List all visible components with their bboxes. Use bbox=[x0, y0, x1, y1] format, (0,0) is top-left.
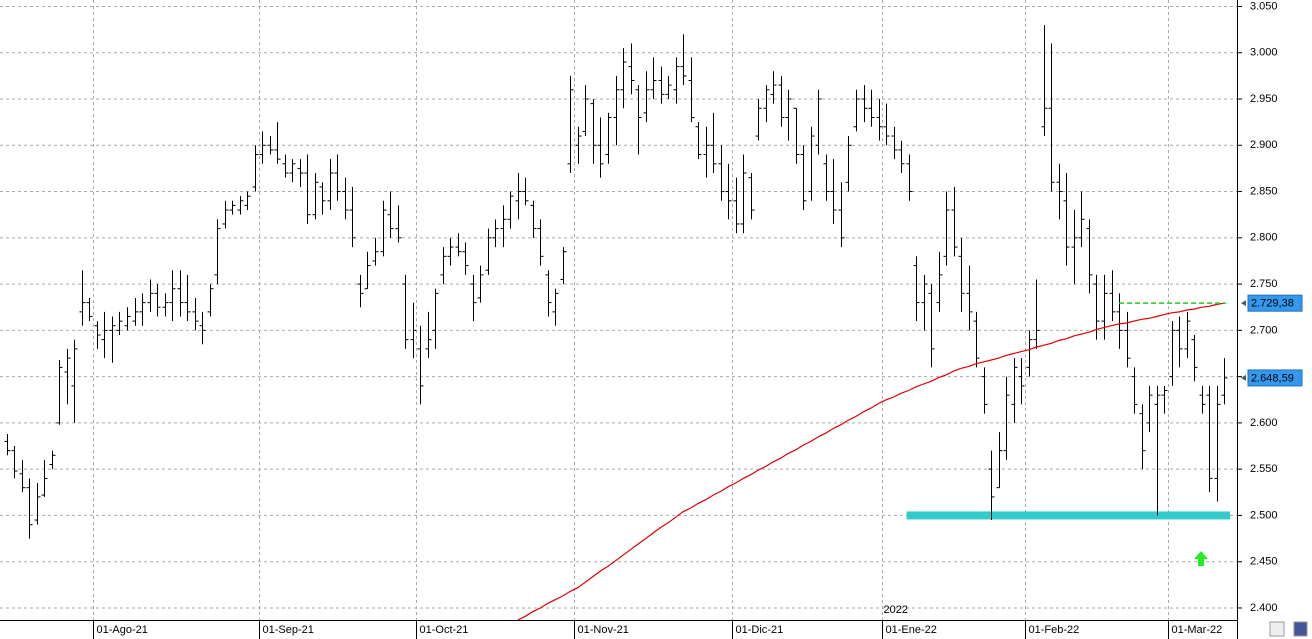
x-tick-label: 01-Oct-21 bbox=[420, 624, 469, 636]
icon bbox=[1269, 621, 1285, 637]
y-tick-label: 2.400 bbox=[1250, 602, 1278, 614]
y-tick-label: 2.750 bbox=[1250, 278, 1278, 290]
support-band bbox=[906, 511, 1230, 520]
x-tick-label: 01-Mar-22 bbox=[1172, 624, 1223, 636]
value-tag bbox=[1247, 369, 1303, 387]
up-arrow bbox=[1194, 551, 1208, 566]
x-tick-label: 01-Dic-21 bbox=[736, 624, 784, 636]
year-label: 2022 bbox=[884, 604, 908, 616]
axes: 2.4002.4502.5002.5502.6002.6502.7002.750… bbox=[93, 0, 1303, 639]
y-tick-label: 2.500 bbox=[1250, 509, 1278, 521]
y-tick-label: 2.550 bbox=[1250, 463, 1278, 475]
moving-average bbox=[517, 302, 1225, 620]
x-tick-label: 01-Nov-21 bbox=[578, 624, 629, 636]
x-tick-label: 01-Feb-22 bbox=[1029, 624, 1080, 636]
y-tick-label: 2.600 bbox=[1250, 417, 1278, 429]
y-tick-label: 2.800 bbox=[1250, 232, 1278, 244]
tag-pointer bbox=[1241, 300, 1246, 307]
y-tick-label: 2.900 bbox=[1250, 139, 1278, 151]
x-tick-label: 01-Ene-22 bbox=[886, 624, 937, 636]
value-tag-label: 2.648,59 bbox=[1251, 372, 1294, 384]
y-tick-label: 2.450 bbox=[1250, 556, 1278, 568]
value-tag-label: 2.729,38 bbox=[1251, 298, 1294, 310]
x-tick-label: 01-Sep-21 bbox=[263, 624, 314, 636]
plot-area bbox=[4, 24, 1230, 620]
y-tick-label: 2.700 bbox=[1250, 324, 1278, 336]
y-tick-label: 3.050 bbox=[1250, 0, 1278, 12]
y-tick-label: 2.850 bbox=[1250, 185, 1278, 197]
tag-pointer bbox=[1241, 374, 1246, 381]
y-tick-label: 2.950 bbox=[1250, 93, 1278, 105]
y-tick-label: 3.000 bbox=[1250, 47, 1278, 59]
value-tag bbox=[1247, 294, 1303, 312]
icon bbox=[1293, 621, 1308, 637]
x-tick-label: 01-Ago-21 bbox=[97, 624, 148, 636]
